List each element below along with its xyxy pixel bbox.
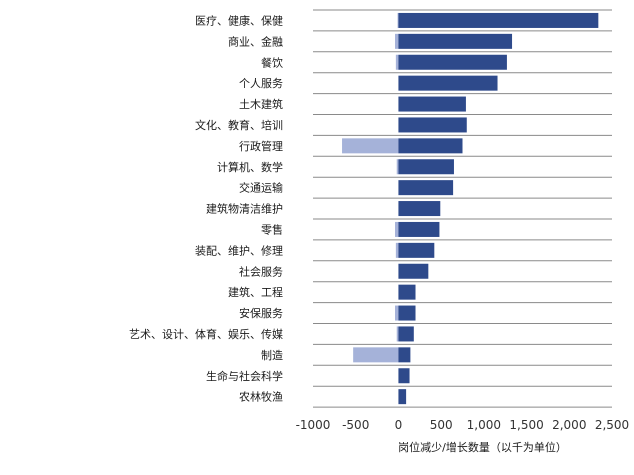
bar-increase (398, 138, 463, 154)
bar-increase (398, 75, 498, 91)
x-tick-label: 2,000 (552, 418, 586, 432)
bar-increase (398, 284, 416, 300)
category-label: 医疗、健康、保健 (195, 13, 283, 27)
x-tick-label: 1,500 (509, 418, 543, 432)
bar-decrease (353, 347, 399, 363)
bar-increase (398, 368, 410, 384)
bar-decrease (395, 54, 399, 70)
bar-decrease (395, 242, 399, 258)
category-label: 个人服务 (239, 77, 283, 90)
bar-increase (398, 347, 411, 363)
category-label: 农林牧渔 (239, 390, 283, 404)
category-label: 餐饮 (261, 55, 283, 69)
bar-decrease (342, 138, 399, 154)
category-label: 建筑、工程 (228, 285, 283, 299)
bar-decrease (396, 326, 399, 342)
x-tick-label: 0 (395, 418, 403, 432)
bar-increase (398, 12, 599, 28)
category-label: 安保服务 (239, 306, 283, 320)
category-label: 制造 (261, 348, 283, 362)
bar-increase (398, 180, 454, 196)
bar-increase (398, 389, 407, 405)
bar-increase (398, 305, 416, 321)
x-axis-title: 岗位减少/增长数量（以千为单位） (398, 440, 567, 454)
bar-increase (398, 33, 513, 49)
x-tick-label: -500 (342, 418, 369, 432)
category-label: 商业、金融 (228, 34, 283, 48)
category-label: 计算机、数学 (217, 160, 283, 174)
x-tick-label: 1,000 (467, 418, 501, 432)
category-label: 社会服务 (239, 264, 283, 278)
bar-decrease (395, 33, 399, 49)
grid-lines (313, 9, 612, 408)
category-label: 建筑物清洁维护 (206, 202, 283, 216)
bar-increase (398, 221, 440, 237)
bar-increase (398, 159, 454, 175)
bar-increase (398, 54, 507, 70)
category-label: 艺术、设计、体育、娱乐、传媒 (129, 327, 283, 341)
x-tick-label: 500 (430, 418, 453, 432)
category-label: 行政管理 (239, 139, 283, 153)
bar-increase (398, 263, 429, 279)
x-tick-label: -1000 (296, 418, 331, 432)
x-tick-labels: -1000 -500 0 500 1,000 1,500 2,000 2,500 (296, 418, 630, 432)
bar-increase (398, 242, 435, 258)
x-tick-label: 2,500 (595, 418, 629, 432)
bar-decrease (395, 221, 399, 237)
bars (342, 12, 599, 405)
bar-increase (398, 201, 441, 217)
bar-increase (398, 117, 467, 133)
category-labels: 医疗、健康、保健商业、金融餐饮个人服务土木建筑文化、教育、培训行政管理计算机、数… (129, 13, 283, 403)
bar-decrease (395, 305, 399, 321)
bar-increase (398, 326, 414, 342)
bar-decrease (396, 159, 399, 175)
category-label: 生命与社会科学 (206, 369, 283, 383)
category-label: 交通运输 (239, 181, 283, 195)
category-label: 土木建筑 (239, 97, 283, 111)
category-label: 零售 (261, 222, 283, 236)
bar-increase (398, 96, 466, 112)
category-label: 文化、教育、培训 (195, 118, 283, 132)
bar-decrease (397, 12, 399, 28)
category-label: 装配、维护、修理 (195, 243, 283, 257)
